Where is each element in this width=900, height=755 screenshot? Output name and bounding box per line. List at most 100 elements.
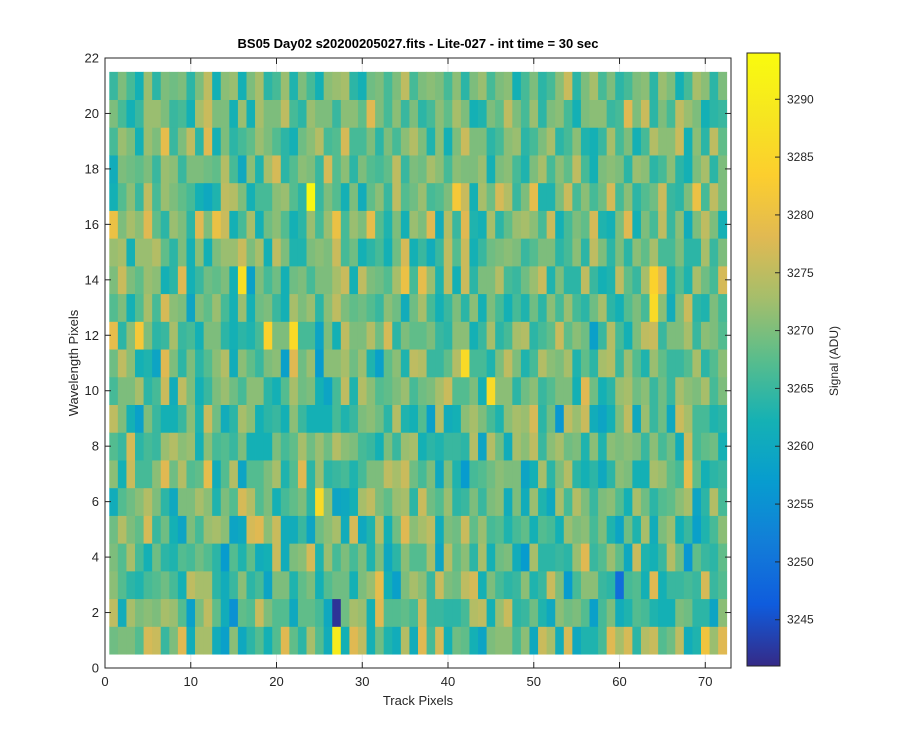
heatmap-cell (220, 265, 230, 295)
heatmap-cell (718, 99, 728, 128)
heatmap-cell (443, 71, 453, 100)
heatmap-cell (418, 598, 427, 627)
heatmap-cell (495, 598, 505, 627)
heatmap-cell (563, 182, 573, 211)
heatmap-cell (709, 99, 719, 128)
heatmap-cell (357, 321, 367, 350)
heatmap-cell (640, 71, 650, 100)
heatmap-cell (366, 321, 376, 350)
heatmap-cell (666, 182, 676, 211)
heatmap-cell (117, 155, 127, 184)
heatmap-cell (237, 460, 247, 489)
heatmap-cell (186, 182, 196, 211)
heatmap-cell (315, 265, 325, 295)
heatmap-cell (383, 515, 393, 544)
heatmap-cell (640, 515, 650, 544)
heatmap-cell (297, 182, 307, 211)
heatmap-cell (109, 99, 119, 128)
heatmap-cell (589, 71, 599, 100)
heatmap-cell (383, 321, 393, 350)
heatmap-cell (580, 404, 590, 433)
heatmap-cell (340, 460, 350, 489)
heatmap-cell (580, 71, 590, 100)
heatmap-cell (357, 349, 367, 378)
heatmap-cell (357, 127, 367, 156)
heatmap-cell (297, 238, 307, 267)
heatmap-cell (435, 293, 445, 322)
heatmap-cell (495, 626, 505, 655)
heatmap-cell (658, 127, 668, 156)
heatmap-cell (126, 127, 136, 156)
heatmap-cell (512, 404, 522, 433)
heatmap-cell (520, 460, 530, 489)
heatmap-cell (169, 487, 179, 516)
heatmap-cell (357, 376, 367, 405)
heatmap-cell (160, 349, 170, 378)
heatmap-cell (546, 349, 556, 378)
heatmap-cell (435, 487, 445, 516)
heatmap-cell (177, 99, 187, 128)
heatmap-cell (623, 293, 633, 322)
heatmap-cell (323, 349, 333, 378)
heatmap-cell (263, 182, 273, 211)
heatmap-cell (709, 71, 719, 100)
heatmap-cell (460, 543, 470, 572)
heatmap-cell (460, 71, 470, 100)
heatmap-cell (332, 71, 342, 100)
heatmap-cell (280, 321, 290, 350)
heatmap-cell (160, 487, 170, 516)
heatmap-cell (495, 265, 505, 295)
heatmap-cell (289, 598, 299, 627)
heatmap-cell (186, 626, 196, 655)
heatmap-cell (383, 404, 393, 433)
heatmap-cell (555, 99, 565, 128)
heatmap-cell (546, 210, 556, 239)
heatmap-cell (469, 543, 479, 572)
heatmap-cell (520, 404, 530, 433)
heatmap-cell (503, 432, 513, 461)
heatmap-cell (520, 349, 530, 378)
heatmap-cell (195, 460, 205, 489)
heatmap-cell (255, 626, 265, 655)
heatmap-cell (409, 293, 419, 322)
heatmap-cell (400, 210, 410, 239)
heatmap-cell (366, 182, 376, 211)
heatmap-cell (478, 376, 488, 405)
heatmap-cell (263, 598, 273, 627)
heatmap-cell (117, 404, 127, 433)
heatmap-cell (683, 238, 693, 267)
heatmap-cell (546, 570, 556, 600)
heatmap-cell (246, 155, 256, 184)
heatmap-cell (589, 598, 599, 627)
heatmap-cell (683, 265, 693, 295)
heatmap-cell (340, 238, 350, 267)
heatmap-cell (237, 293, 247, 322)
x-tick-label: 20 (269, 674, 283, 689)
heatmap-cell (109, 127, 119, 156)
y-tick-label: 6 (92, 494, 99, 509)
heatmap-cell (623, 182, 633, 211)
heatmap-cell (486, 376, 496, 405)
heatmap-cell (195, 210, 205, 239)
heatmap-cell (332, 515, 342, 544)
y-axis-label: Wavelength Pixels (66, 309, 81, 416)
heatmap-cell (280, 238, 290, 267)
heatmap-cell (700, 293, 710, 322)
heatmap-cell (683, 432, 693, 461)
heatmap-cell (177, 210, 187, 239)
heatmap-cell (143, 210, 153, 239)
heatmap-cell (692, 127, 702, 156)
heatmap-cell (109, 71, 119, 100)
heatmap-cell (109, 182, 119, 211)
heatmap-cell (195, 404, 205, 433)
heatmap-cell (623, 432, 633, 461)
heatmap-cell (563, 404, 573, 433)
heatmap-cell (589, 487, 599, 516)
y-tick-label: 12 (85, 328, 99, 343)
heatmap-cell (435, 238, 445, 267)
heatmap-cell (212, 487, 222, 516)
heatmap-cell (598, 238, 608, 267)
heatmap-cell (460, 238, 470, 267)
heatmap-cell (375, 570, 385, 600)
heatmap-cell (555, 543, 565, 572)
